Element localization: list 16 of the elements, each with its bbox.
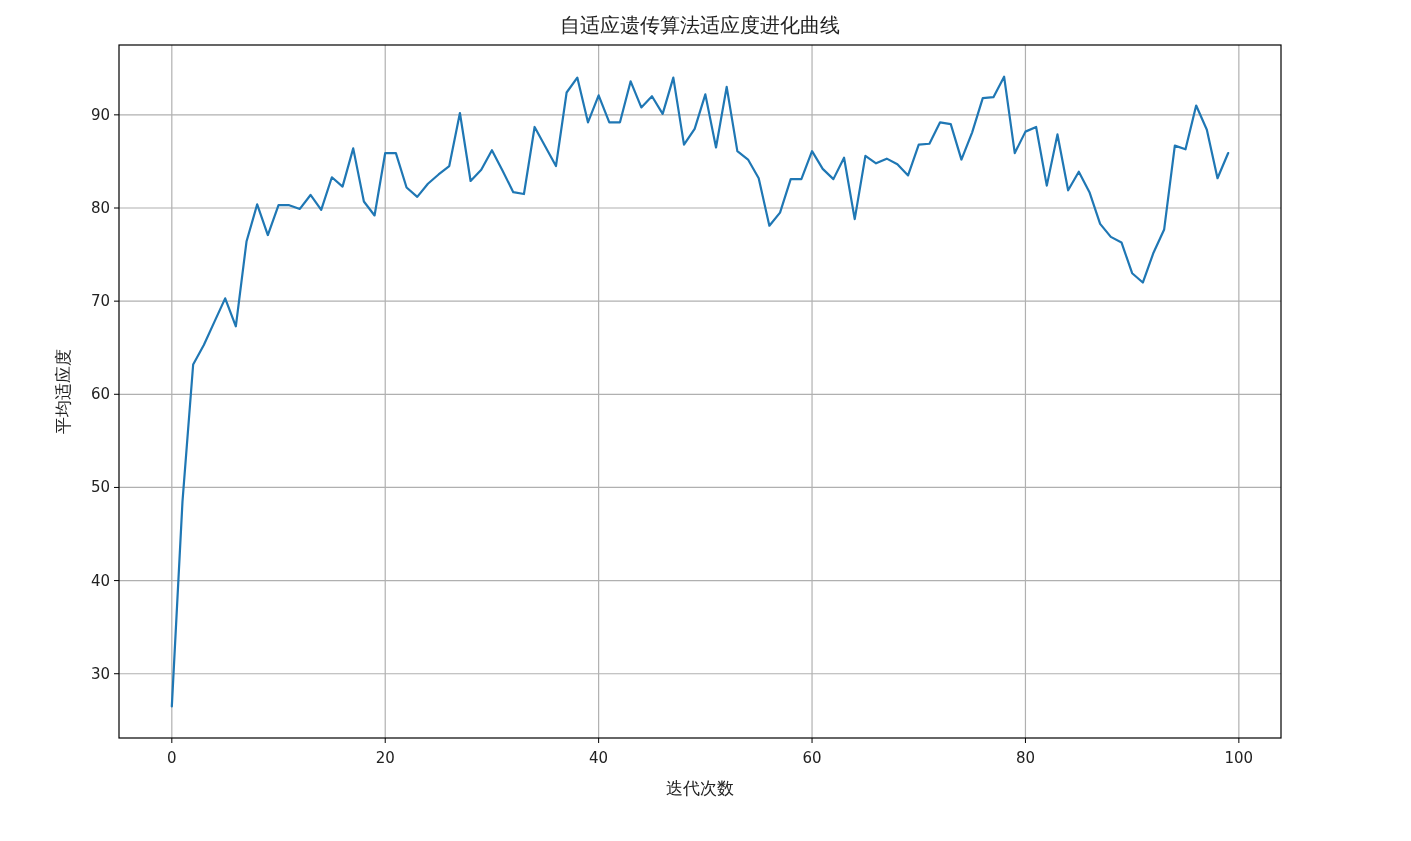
y-tick-label: 50 [90, 478, 110, 497]
x-tick-label: 0 [167, 749, 177, 767]
y-tick-label: 30 [90, 664, 110, 683]
x-tick-label: 80 [1015, 749, 1035, 767]
x-tick-label: 20 [375, 749, 395, 767]
x-axis-title: 迭代次数 [666, 778, 734, 798]
x-tick-label: 40 [589, 749, 609, 767]
y-tick-label: 60 [90, 385, 110, 404]
y-axis-title: 平均适应度 [53, 349, 73, 434]
y-tick-label: 40 [90, 571, 110, 590]
y-tick-label: 70 [90, 292, 110, 311]
y-tick-label: 80 [90, 199, 110, 217]
chart-title: 自适应遗传算法适应度进化曲线 [560, 13, 840, 37]
y-tick-label: 90 [90, 105, 110, 124]
x-tick-label: 60 [802, 749, 822, 767]
x-tick-label: 100 [1224, 749, 1254, 767]
